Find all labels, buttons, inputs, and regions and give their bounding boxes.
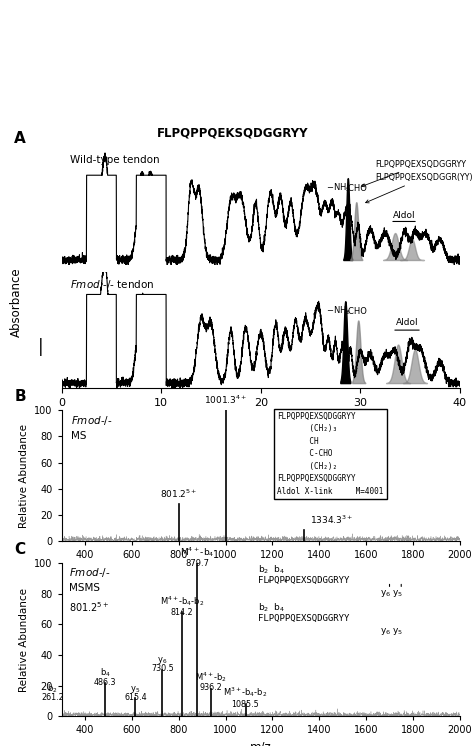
Text: MSMS: MSMS	[69, 583, 100, 593]
Text: Aldol: Aldol	[396, 319, 419, 327]
Text: b$_2$  b$_4$: b$_2$ b$_4$	[258, 601, 285, 614]
X-axis label: m/z: m/z	[250, 741, 272, 746]
Text: $-\mathrm{NH_2}$: $-\mathrm{NH_2}$	[326, 304, 351, 317]
Text: b$_2$: b$_2$	[47, 683, 58, 695]
Text: M$^{4+}$-b$_4$-b$_2$: M$^{4+}$-b$_4$-b$_2$	[160, 594, 204, 607]
Text: 801.2$^{5+}$: 801.2$^{5+}$	[160, 488, 198, 501]
Text: y$_6$ y$_5$: y$_6$ y$_5$	[380, 588, 403, 599]
Text: b$_2$  b$_4$: b$_2$ b$_4$	[258, 563, 285, 576]
Text: M$^{4+}$-b$_2$: M$^{4+}$-b$_2$	[194, 670, 227, 684]
Text: 261.2: 261.2	[41, 693, 64, 703]
Text: 615.4: 615.4	[124, 693, 147, 703]
Text: 730.5: 730.5	[151, 665, 173, 674]
X-axis label: m/z: m/z	[250, 565, 272, 578]
Text: FLPQPPQEXSQDGGRYY
       (CH₂)₃
       CH
       C-CHO
       (CH₂)₂
FLPQPPQEXSQ: FLPQPPQEXSQDGGRYY (CH₂)₃ CH C-CHO (CH₂)₂…	[277, 412, 383, 495]
Text: FLPQPPQEKSQDGGRYY: FLPQPPQEKSQDGGRYY	[157, 127, 309, 140]
Text: $-\mathrm{NH_2}$: $-\mathrm{NH_2}$	[326, 181, 351, 194]
Text: -CHO: -CHO	[346, 184, 367, 192]
Text: y$_6$ y$_5$: y$_6$ y$_5$	[380, 626, 403, 637]
Text: 486.3: 486.3	[94, 678, 117, 687]
Text: Aldol: Aldol	[393, 210, 415, 219]
Text: -CHO: -CHO	[346, 307, 367, 316]
X-axis label: Elution Time (min): Elution Time (min)	[206, 413, 315, 426]
Text: FLPQPPQEXSQDGGRYY: FLPQPPQEXSQDGGRYY	[258, 575, 350, 584]
Y-axis label: Relative Abundance: Relative Abundance	[18, 424, 28, 527]
Text: $\it{Fmod}$-/-: $\it{Fmod}$-/-	[71, 414, 112, 427]
Text: 1334.3$^{3+}$: 1334.3$^{3+}$	[310, 514, 353, 527]
Text: y$_5$: y$_5$	[130, 684, 140, 695]
Text: M$^{3+}$-b$_4$-b$_2$: M$^{3+}$-b$_4$-b$_2$	[223, 686, 268, 699]
Text: 1085.5: 1085.5	[232, 700, 259, 709]
Text: $\it{Fmod}$ -/- tendon: $\it{Fmod}$ -/- tendon	[70, 278, 154, 291]
Text: Wild-type tendon: Wild-type tendon	[70, 155, 159, 165]
Text: 879.7: 879.7	[185, 559, 209, 568]
Y-axis label: Relative Abundance: Relative Abundance	[18, 588, 28, 692]
Text: $\it{Fmod}$-/-: $\it{Fmod}$-/-	[69, 566, 110, 580]
Text: 936.2: 936.2	[199, 683, 222, 692]
Text: Absorbance: Absorbance	[9, 267, 22, 337]
Text: C: C	[14, 542, 25, 557]
Text: FLPQPPQEXSQDGGRYY: FLPQPPQEXSQDGGRYY	[362, 160, 466, 186]
Text: FLPQPPQEXSQDGGR(YY): FLPQPPQEXSQDGGR(YY)	[365, 173, 473, 203]
Text: 801.2$^{5+}$: 801.2$^{5+}$	[69, 600, 109, 614]
Text: b$_4$: b$_4$	[100, 667, 110, 680]
Text: y$_6$: y$_6$	[157, 655, 167, 665]
Text: 814.2: 814.2	[171, 608, 193, 617]
Text: MS: MS	[71, 431, 86, 441]
Text: M$^{4+}$-b$_4$: M$^{4+}$-b$_4$	[180, 545, 215, 559]
Text: B: B	[14, 389, 26, 404]
Text: FLPQPPQEXSQDGGRYY: FLPQPPQEXSQDGGRYY	[258, 614, 350, 623]
Text: |: |	[37, 338, 43, 356]
Text: A: A	[14, 131, 26, 146]
Text: 1001.3$^{4+}$: 1001.3$^{4+}$	[204, 394, 247, 407]
